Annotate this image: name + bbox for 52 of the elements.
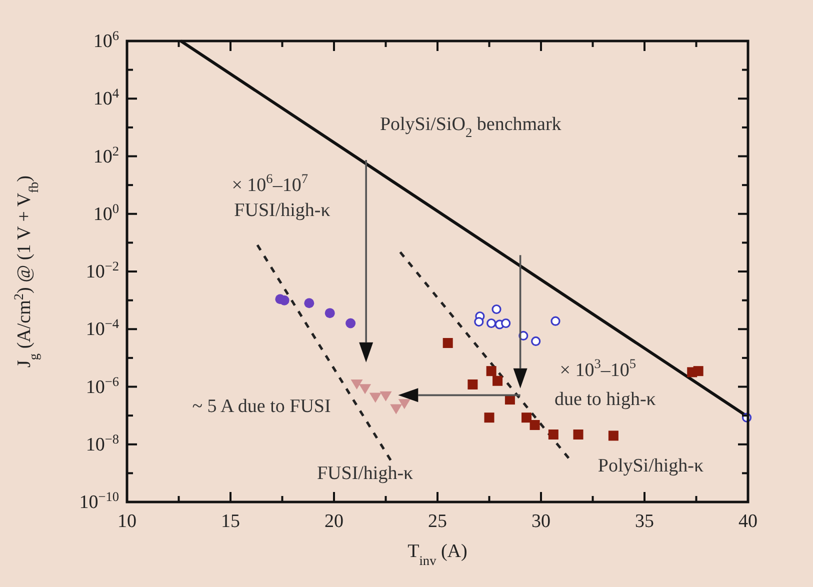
point (608, 430, 618, 441)
y-tick-label: 10$^{−6}$ (86, 373, 120, 398)
point (390, 404, 402, 414)
annotation: PolySi/high-κ (598, 456, 704, 477)
y-tick-label: 10$^{−10}$ (79, 488, 120, 513)
point (369, 392, 382, 403)
annotation: FUSI/high-κ (234, 200, 331, 222)
point (550, 316, 560, 326)
y-tick-label: 10$^{−2}$ (86, 258, 119, 282)
point (324, 308, 335, 318)
annotation: ~ 5 A due to FUSI (192, 396, 331, 418)
annotation: × 10$^{6}$–10$^{7}$ (232, 170, 308, 196)
point (398, 399, 410, 410)
y-tick-label: 10$^{−4}$ (86, 316, 120, 340)
y-tick-label: 10$^{−8}$ (86, 430, 120, 456)
point (442, 338, 453, 348)
annotation: FUSI/high-κ (316, 464, 414, 485)
point (693, 366, 704, 376)
y-tick-label: 10$^{6}$ (93, 28, 120, 52)
x-tick-label: 25 (428, 511, 447, 532)
annotation: due to high-κ (554, 389, 656, 410)
point (484, 412, 494, 423)
point (486, 318, 496, 328)
point (530, 420, 540, 430)
x-tick-label: 10 (118, 511, 136, 532)
point (279, 295, 290, 306)
y-tick-label: 10$^{4}$ (93, 85, 120, 110)
x-tick-label: 35 (635, 511, 654, 532)
x-tick-label: 20 (324, 511, 344, 532)
point (474, 316, 484, 327)
point (346, 318, 356, 328)
point (380, 391, 392, 402)
point (486, 366, 496, 376)
point (359, 384, 372, 394)
x-tick-label: 40 (738, 511, 758, 532)
point (304, 298, 314, 308)
point (573, 430, 584, 440)
y-tick-label: 10$^{2}$ (93, 142, 119, 168)
x-tick-label: 30 (532, 511, 550, 532)
y-tick-label: 10$^{0}$ (93, 200, 120, 225)
point (548, 430, 558, 440)
point (492, 376, 503, 386)
annotation: × 10$^{3}$–10$^{5}$ (560, 356, 636, 382)
x-tick-label: 15 (221, 511, 240, 532)
point (350, 379, 363, 390)
point (492, 304, 502, 314)
point (522, 412, 532, 423)
annotation: PolySi/SiO$_{2}$ benchmark (380, 114, 562, 140)
x-axis-title: T$_{inv}$ (A) (408, 541, 468, 568)
point (468, 379, 478, 390)
point (501, 318, 511, 328)
point (531, 336, 541, 346)
